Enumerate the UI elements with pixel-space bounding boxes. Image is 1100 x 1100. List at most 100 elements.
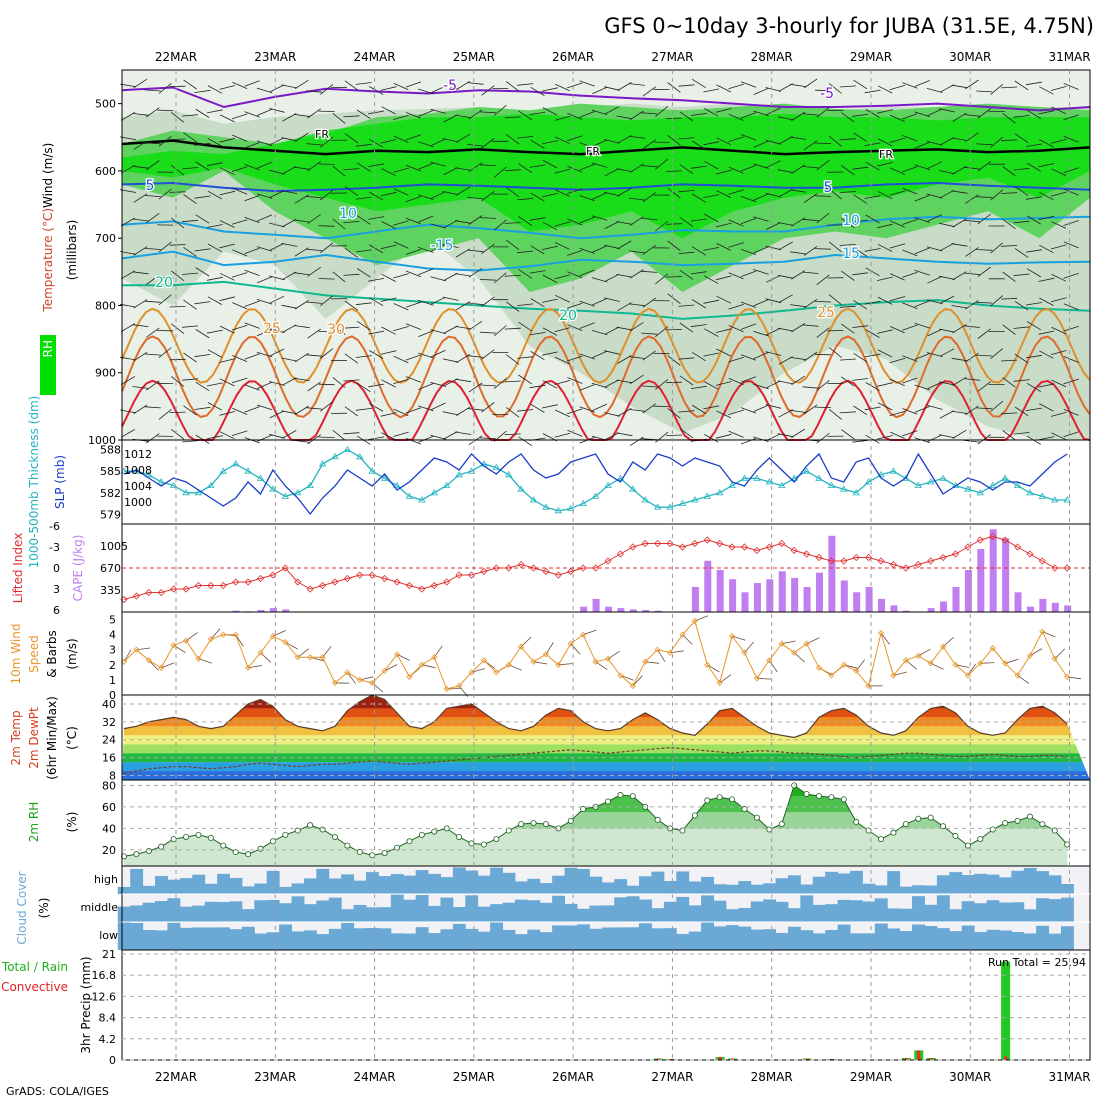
wind-barb: [864, 195, 881, 199]
wind-barb: [430, 382, 447, 387]
wind-barb: [468, 109, 483, 120]
wind-barb: [132, 386, 149, 389]
wind-speed-point: [766, 657, 773, 664]
wind-barb: [518, 321, 533, 332]
wind-barb: [914, 269, 931, 276]
wind-barb: [877, 349, 893, 358]
wind-barb: [678, 137, 695, 140]
wind-barb: [269, 108, 285, 113]
wind-barb: [740, 196, 757, 203]
wind-barb: [542, 245, 558, 250]
wind-barb: [381, 221, 396, 229]
wind-barb-10m: [396, 653, 410, 661]
rh-point: [257, 845, 264, 852]
cloud-bar: [614, 879, 628, 894]
wind-barb: [132, 271, 149, 275]
wind-barb: [642, 403, 656, 414]
rh-point: [778, 821, 785, 828]
upper-panel-labels: RH (%) Temperature (°C)Wind (m/s): [40, 143, 56, 395]
wind-barb: [442, 358, 459, 363]
wind-barb: [965, 247, 979, 257]
wind-barb: [443, 378, 458, 387]
wind-barb: [194, 89, 211, 93]
wind-barb: [468, 215, 483, 225]
wind-barb: [481, 190, 495, 202]
wind-barb: [655, 326, 669, 338]
wind-barb: [853, 405, 868, 416]
wind-barb: [195, 434, 210, 444]
wind-barb: [841, 217, 855, 229]
wind-barb: [393, 135, 409, 143]
wind-barb: [877, 402, 893, 411]
wind-barb: [604, 432, 620, 441]
wind-barb-10m: [297, 648, 310, 658]
wind-barb: [753, 383, 769, 390]
cape-bar: [766, 579, 774, 612]
wind-barb: [592, 139, 608, 147]
wind-barb: [481, 296, 495, 307]
temp-axis-label: (°C): [65, 726, 79, 750]
wind-barb: [641, 165, 658, 168]
wind-barb: [853, 352, 868, 363]
wind-barb: [171, 376, 185, 387]
wind-barb: [293, 377, 310, 381]
cloud-bar: [266, 899, 280, 922]
wind-barb: [293, 325, 310, 329]
wind-barb: [269, 84, 285, 93]
wind-barb: [380, 244, 397, 250]
wind-barb: [865, 214, 880, 224]
wind-barb: [518, 374, 533, 385]
temp-tick: 16: [102, 752, 116, 765]
slp-panel-label: 1000-500mb Thickness (dm): [27, 396, 41, 569]
isotherm-label: 25: [263, 321, 281, 337]
wind-barb: [318, 331, 335, 333]
rh-point: [220, 842, 227, 849]
wind-barb: [914, 80, 930, 87]
rh-point: [145, 847, 152, 854]
wind-barb: [307, 161, 321, 172]
wind-barb: [877, 276, 893, 281]
wind-barb: [554, 380, 571, 385]
wind-barb: [926, 352, 943, 357]
cloud-bar: [651, 908, 665, 922]
wind-barb: [902, 355, 918, 362]
wind-barb: [1051, 221, 1067, 229]
wind-barb: [281, 304, 298, 309]
cloud-bar: [440, 877, 454, 894]
wind-barb: [877, 109, 893, 114]
wind-barb: [740, 301, 757, 308]
wind-barb: [740, 81, 757, 88]
wind-barb-10m: [942, 637, 954, 648]
wind-barb: [641, 385, 658, 388]
wind-barb: [814, 248, 832, 250]
cloud-bar: [229, 901, 243, 922]
wind-barb: [1039, 244, 1054, 254]
wind-barb: [765, 192, 782, 198]
cloud-bar: [390, 933, 404, 950]
wind-barb: [504, 327, 521, 330]
rh-point: [1064, 841, 1071, 848]
rh-point: [183, 833, 190, 840]
wind-barb: [902, 302, 918, 309]
wind-barb: [666, 276, 683, 278]
cloud-bar: [155, 901, 168, 922]
wind-tick: 0: [109, 689, 116, 702]
wind-barb: [554, 83, 570, 92]
wind-barb: [232, 302, 248, 310]
wind-barb: [206, 224, 223, 228]
cloud-bar: [1023, 933, 1037, 950]
cape-bar: [691, 587, 699, 612]
wind-barb: [468, 320, 483, 331]
wind-barb: [777, 380, 794, 385]
cape-bar: [778, 571, 786, 612]
thickness-point: [343, 445, 352, 452]
wind-barb: [1026, 162, 1042, 172]
wind-speed-point: [778, 640, 785, 647]
wind-barb: [715, 275, 732, 281]
cloud-bar: [986, 874, 1000, 894]
cloud-bar: [527, 878, 541, 894]
wind-barb: [194, 406, 211, 410]
wind-barb: [976, 301, 993, 304]
wind-barb: [207, 85, 223, 94]
wind-barb: [753, 269, 769, 275]
